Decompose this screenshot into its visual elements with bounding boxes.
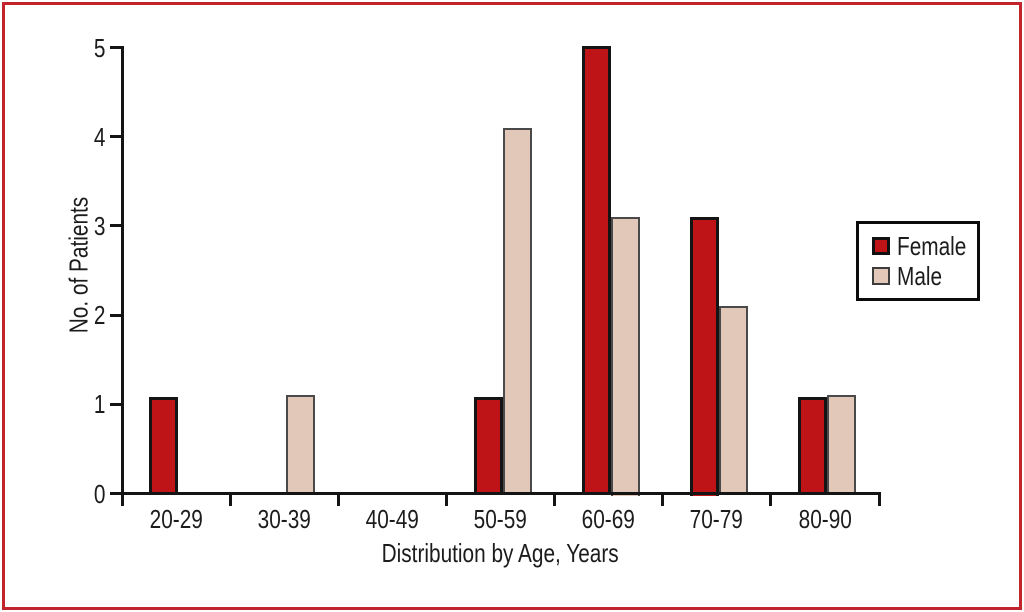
x-tick-7 <box>877 492 881 506</box>
y-tick-0 <box>110 492 121 495</box>
x-category-label-50-59: 50-59 <box>473 504 528 534</box>
legend-label-male: Male <box>897 261 943 291</box>
male-color-swatch <box>872 267 890 285</box>
legend-box: Female Male <box>856 221 980 301</box>
x-category-label-40-49: 40-49 <box>365 504 419 534</box>
y-tick-label-5: 5 <box>93 32 105 63</box>
y-tick-label-1: 1 <box>93 389 105 420</box>
bar-female-70-79 <box>689 217 719 496</box>
x-tick-1 <box>228 492 232 506</box>
bar-male-70-79 <box>718 306 748 496</box>
legend-label-female: Female <box>897 231 967 261</box>
x-category-label-70-79: 70-79 <box>690 504 744 534</box>
y-tick-3 <box>110 224 121 228</box>
y-axis-line <box>120 46 124 506</box>
bar-male-80-90 <box>826 395 856 496</box>
x-axis-line <box>120 492 881 495</box>
bar-female-50-59 <box>473 397 503 496</box>
y-tick-label-0: 0 <box>93 478 105 509</box>
y-tick-label-3: 3 <box>93 210 105 241</box>
y-axis-title: No. of Patients <box>63 196 94 334</box>
y-tick-1 <box>110 402 121 406</box>
y-tick-5 <box>110 46 121 49</box>
bar-female-80-90 <box>797 397 827 496</box>
x-tick-5 <box>661 492 665 506</box>
female-color-swatch <box>872 237 890 255</box>
legend-row-male: Male <box>872 263 977 289</box>
y-tick-label-4: 4 <box>93 121 105 152</box>
bar-male-30-39 <box>286 395 316 496</box>
x-tick-3 <box>444 492 448 506</box>
y-tick-4 <box>110 135 121 139</box>
x-category-label-80-90: 80-90 <box>798 504 852 534</box>
legend-row-female: Female <box>872 233 977 259</box>
y-tick-label-2: 2 <box>93 300 105 331</box>
x-category-label-20-29: 20-29 <box>149 504 203 534</box>
y-tick-2 <box>110 313 121 317</box>
x-category-label-60-69: 60-69 <box>582 504 636 534</box>
x-category-label-30-39: 30-39 <box>257 504 311 534</box>
bar-female-60-69 <box>581 45 611 496</box>
bar-male-50-59 <box>502 127 532 496</box>
bar-female-20-29 <box>149 397 179 496</box>
x-tick-4 <box>553 492 557 506</box>
bar-male-60-69 <box>610 217 640 496</box>
x-axis-title: Distribution by Age, Years <box>122 536 879 570</box>
x-tick-6 <box>769 492 773 506</box>
x-axis-title-text: Distribution by Age, Years <box>381 538 620 568</box>
x-tick-2 <box>336 492 340 506</box>
